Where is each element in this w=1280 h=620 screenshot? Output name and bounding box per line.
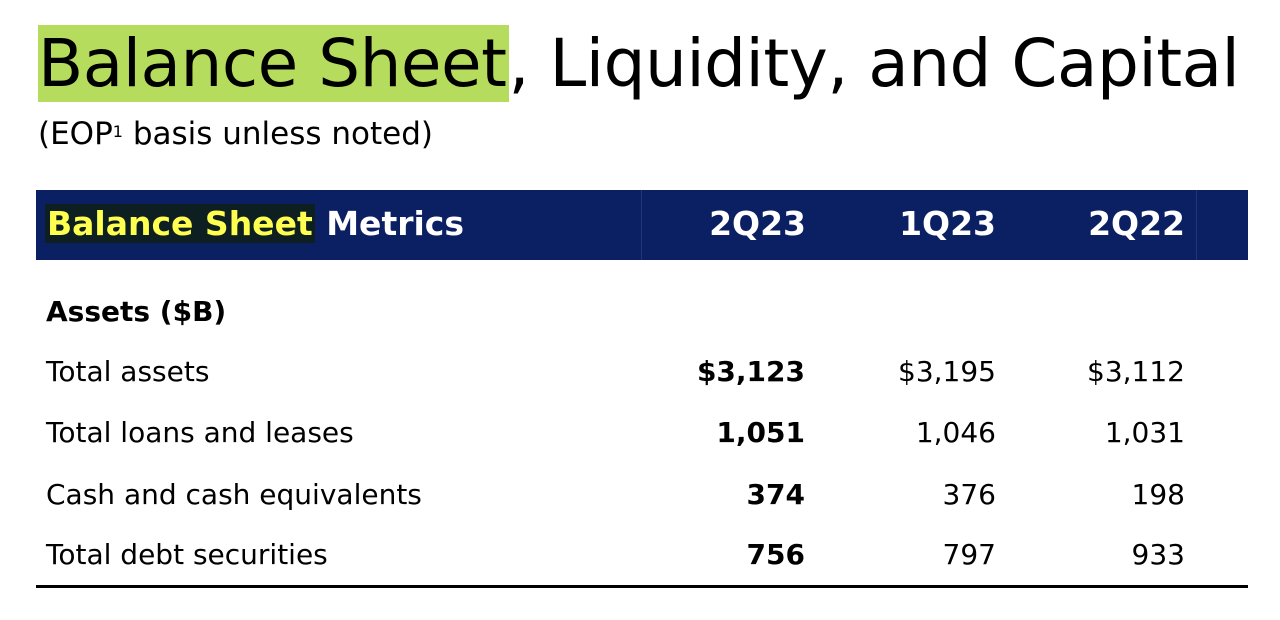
row-label: Total assets (46, 355, 210, 388)
cell-value: 376 (942, 478, 996, 511)
cell-value: 1,051 (716, 416, 805, 449)
table-header: Balance Sheet Metrics 2Q23 1Q23 2Q22 (36, 190, 1248, 260)
row-label: Total loans and leases (46, 416, 354, 449)
cell-value: $3,123 (696, 355, 805, 388)
row-label: Total debt securities (46, 538, 328, 571)
page-title: Balance Sheet, Liquidity, and Capital (38, 24, 1240, 104)
section-heading: Assets ($B) (46, 295, 227, 328)
footnote-ref: 1 (112, 122, 123, 141)
cell-value: $3,195 (898, 355, 996, 388)
cell-value: 756 (746, 538, 805, 571)
cell-value: 797 (942, 538, 996, 571)
title-highlight: Balance Sheet (38, 25, 509, 102)
divider (641, 190, 642, 260)
bottom-rule (36, 585, 1248, 588)
subtitle: (EOP1 basis unless noted) (38, 116, 434, 152)
cell-value: 198 (1131, 478, 1185, 511)
column-header: 2Q23 (709, 204, 806, 243)
title-rest: , Liquidity, and Capital (508, 25, 1240, 102)
cell-value: 374 (746, 478, 805, 511)
row-label: Cash and cash equivalents (46, 478, 422, 511)
cell-value: $3,112 (1087, 355, 1185, 388)
cell-value: 1,031 (1104, 416, 1185, 449)
column-header: 2Q22 (1088, 204, 1185, 243)
header-title: Balance Sheet Metrics (45, 204, 465, 243)
divider (1196, 190, 1197, 260)
column-header: 1Q23 (899, 204, 996, 243)
cell-value: 1,046 (915, 416, 996, 449)
cell-value: 933 (1131, 538, 1185, 571)
